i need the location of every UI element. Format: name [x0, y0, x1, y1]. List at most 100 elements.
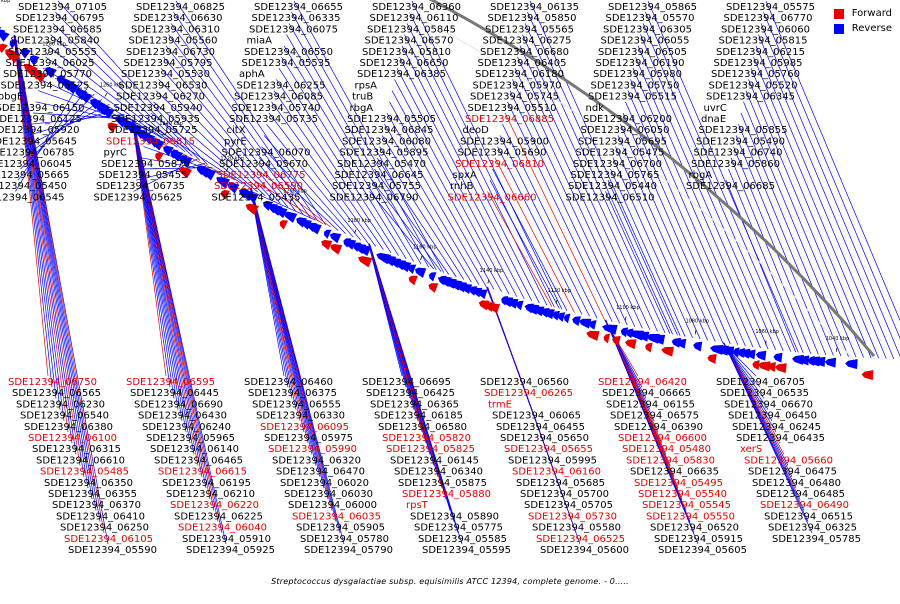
gene-label: SDE12394_05690 [458, 148, 547, 159]
gene-label: SDE12394_05570 [606, 13, 695, 24]
gene-label: SDE12394_06580 [378, 422, 467, 433]
gene-label: SDE12394_06655 [254, 2, 343, 13]
gene-label: SDE12394_06240 [142, 422, 231, 433]
leader-line [729, 169, 804, 353]
kbp-tick-label: 1180 kbp [347, 218, 371, 224]
kbp-tick-label: 1060 kbp [755, 329, 779, 335]
gene-label: SDE12394_06465 [154, 455, 243, 466]
gene-label: SDE12394_05760 [711, 69, 800, 80]
gene-label: SDE12394_05985 [714, 58, 803, 69]
kbp-tick-mark [421, 256, 422, 260]
gene-label: SDE12394_05845 [367, 24, 456, 35]
gene-label: SDE12394_05725 [109, 125, 198, 136]
kbp-tick-label: 1040 kbp [826, 336, 850, 342]
gene-label: SDE12394_06035 [292, 511, 381, 522]
legend: Forward Reverse [834, 6, 892, 36]
kbp-tick-mark [556, 300, 557, 304]
gene-label: SDE12394_06505 [598, 47, 687, 58]
gene-label: SDE12394_06700 [573, 159, 662, 170]
gene-label: SDE12394_06475 [748, 467, 837, 478]
gene-label: SDE12394_06770 [724, 13, 813, 24]
gene-label: SDE12394_06135 [490, 2, 579, 13]
gene-label: SDE12394_06200 [583, 114, 672, 125]
gene-label: ndk [586, 103, 605, 114]
gene-label: SDE12394_06510 [566, 192, 655, 203]
gene-label: SDE12394_06140 [150, 444, 239, 455]
gene-label: SDE12394_05435 [212, 192, 301, 203]
gene-label: SDE12394_05605 [658, 545, 747, 556]
gene-label: truB [352, 92, 373, 103]
leader-line [606, 191, 670, 333]
reverse-gene [845, 359, 858, 369]
gene-label: SDE12394_05850 [488, 13, 577, 24]
gene-label: SDE12394_06370 [52, 500, 141, 511]
gene-label: SDE12394_05770 [3, 69, 92, 80]
gene-label: SDE12394_06040 [178, 523, 267, 534]
forward-gene [489, 304, 500, 314]
gene-label: SDE12394_05565 [485, 24, 574, 35]
legend-label-reverse: Reverse [852, 23, 892, 34]
gene-label: SDE12394_05505 [347, 114, 436, 125]
gene-label: SDE12394_05935 [111, 114, 200, 125]
kbp-tick-label: 1080 kbp [685, 318, 709, 324]
gene-label: SDE12394_05555 [8, 47, 97, 58]
gene-label: SDE12394_06320 [272, 455, 361, 466]
gene-label: SDE12394_06540 [20, 411, 109, 422]
gene-label: SDE12394_06160 [512, 467, 601, 478]
gene-label: SDE12394_06100 [28, 433, 117, 444]
gene-label: SDE12394_05990 [268, 444, 357, 455]
reverse-gene [756, 351, 767, 361]
gene-label: SDE12394_05775 [414, 523, 503, 534]
gene-label: SDE12394_06065 [492, 411, 581, 422]
forward-gene [586, 331, 599, 341]
leader-line [633, 68, 753, 347]
gene-label: SDE12394_05450 [0, 181, 67, 192]
gene-label: SDE12394_06305 [603, 24, 692, 35]
gene-label: SDE12394_06670 [724, 399, 813, 410]
legend-label-forward: Forward [852, 8, 892, 19]
gene-label: SDE12394_05560 [129, 36, 218, 47]
gene-label: SDE12394_05875 [398, 478, 487, 489]
gene-label: SDE12394_06845 [345, 125, 434, 136]
gene-label: SDE12394_06000 [288, 500, 377, 511]
gene-label: SDE12394_05795 [124, 58, 213, 69]
gene-label: SDE12394_06430 [138, 411, 227, 422]
gene-label: rpsT [406, 500, 429, 511]
gene-label: SDE12394_06340 [394, 467, 483, 478]
forward-gene [604, 334, 611, 344]
gene-label: SDE12394_05705 [524, 500, 613, 511]
gene-label: SDE12394_05880 [402, 489, 491, 500]
gene-label: SDE12394_06310 [131, 24, 220, 35]
gene-label: SDE12394_05810 [362, 47, 451, 58]
gene-label: obgE [0, 92, 23, 103]
gene-label: SDE12394_06325 [768, 523, 857, 534]
gene-label: SDE12394_06635 [630, 467, 719, 478]
gene-label: SDE12394_06145 [390, 455, 479, 466]
reverse-gene [602, 325, 618, 335]
gene-label: SDE12394_05685 [516, 478, 605, 489]
kbp-tick-label: 1300 kbp [0, 0, 10, 4]
gene-label: SDE12394_06410 [56, 511, 145, 522]
gene-label: SDE12394_06735 [96, 181, 185, 192]
reverse-gene [773, 353, 782, 363]
gene-label: SDE12394_06650 [360, 58, 449, 69]
gene-label: SDE12394_06360 [372, 2, 461, 13]
gene-label: SDE12394_06490 [760, 500, 849, 511]
gene-label: SDE12394_06740 [694, 148, 783, 159]
gene-label: SDE12394_06565 [12, 388, 101, 399]
gene-label: SDE12394_06685 [686, 181, 775, 192]
leader-line [608, 180, 677, 335]
gene-label: SDE12394_05735 [229, 114, 318, 125]
gene-label: SDE12394_05855 [699, 125, 788, 136]
gene-label: SDE12394_05665 [0, 170, 70, 181]
gene-label: SDE12394_05745 [470, 92, 559, 103]
reverse-swatch [834, 24, 844, 34]
gene-label: SDE12394_06470 [276, 467, 365, 478]
gene-label: SDE12394_06645 [335, 170, 424, 181]
gene-label: SDE12394_05480 [622, 444, 711, 455]
gene-label: SDE12394_06055 [601, 36, 690, 47]
gene-label: SDE12394_06825 [136, 2, 225, 13]
gene-label: SDE12394_06020 [280, 478, 369, 489]
